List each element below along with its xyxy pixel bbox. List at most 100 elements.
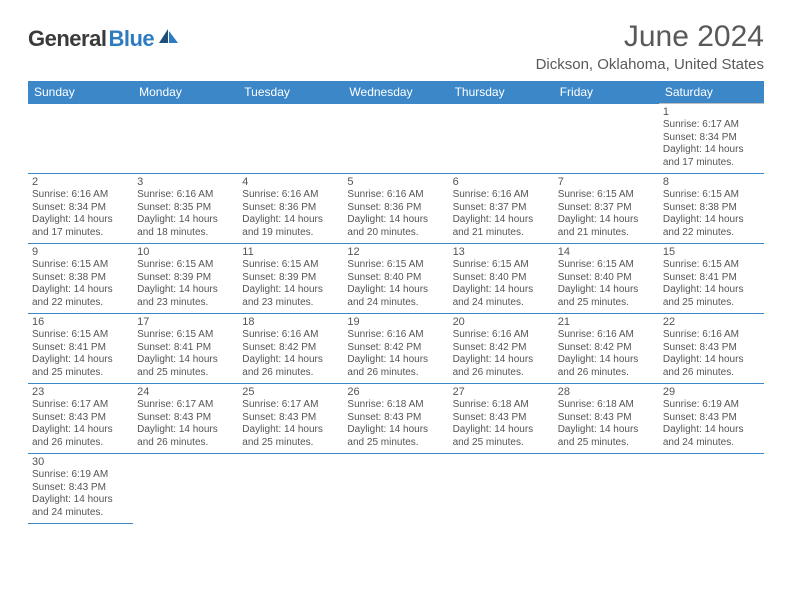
sunrise-text: Sunrise: 6:18 AM — [347, 399, 444, 412]
day-info: Sunrise: 6:16 AMSunset: 8:43 PMDaylight:… — [663, 329, 760, 379]
daylight-text: Daylight: 14 hours and 24 minutes. — [663, 424, 760, 449]
sunrise-text: Sunrise: 6:19 AM — [32, 469, 129, 482]
day-number: 10 — [137, 246, 234, 258]
weekday-header: Friday — [554, 81, 659, 104]
calendar-cell: 22Sunrise: 6:16 AMSunset: 8:43 PMDayligh… — [659, 314, 764, 384]
location-text: Dickson, Oklahoma, United States — [536, 56, 764, 73]
day-number: 24 — [137, 386, 234, 398]
sunrise-text: Sunrise: 6:15 AM — [453, 259, 550, 272]
calendar-cell-empty — [133, 454, 238, 524]
day-info: Sunrise: 6:15 AMSunset: 8:41 PMDaylight:… — [663, 259, 760, 309]
weekday-header: Saturday — [659, 81, 764, 104]
sunset-text: Sunset: 8:43 PM — [663, 342, 760, 355]
calendar-cell: 11Sunrise: 6:15 AMSunset: 8:39 PMDayligh… — [238, 244, 343, 314]
calendar-cell-empty — [343, 454, 448, 524]
day-info: Sunrise: 6:16 AMSunset: 8:36 PMDaylight:… — [242, 189, 339, 239]
sunrise-text: Sunrise: 6:15 AM — [137, 259, 234, 272]
calendar-row: 9Sunrise: 6:15 AMSunset: 8:38 PMDaylight… — [28, 244, 764, 314]
sunrise-text: Sunrise: 6:15 AM — [32, 329, 129, 342]
calendar-cell: 29Sunrise: 6:19 AMSunset: 8:43 PMDayligh… — [659, 384, 764, 454]
daylight-text: Daylight: 14 hours and 17 minutes. — [663, 144, 760, 169]
sunrise-text: Sunrise: 6:15 AM — [558, 259, 655, 272]
calendar-cell: 1Sunrise: 6:17 AMSunset: 8:34 PMDaylight… — [659, 104, 764, 174]
sunset-text: Sunset: 8:40 PM — [347, 272, 444, 285]
daylight-text: Daylight: 14 hours and 26 minutes. — [32, 424, 129, 449]
day-info: Sunrise: 6:15 AMSunset: 8:40 PMDaylight:… — [347, 259, 444, 309]
sunrise-text: Sunrise: 6:18 AM — [558, 399, 655, 412]
day-number: 18 — [242, 316, 339, 328]
calendar-cell: 19Sunrise: 6:16 AMSunset: 8:42 PMDayligh… — [343, 314, 448, 384]
day-info: Sunrise: 6:15 AMSunset: 8:41 PMDaylight:… — [137, 329, 234, 379]
day-number: 17 — [137, 316, 234, 328]
calendar-cell-empty — [449, 454, 554, 524]
sunrise-text: Sunrise: 6:17 AM — [32, 399, 129, 412]
calendar-page: GeneralBlue June 2024 Dickson, Oklahoma,… — [0, 0, 792, 544]
sunrise-text: Sunrise: 6:16 AM — [558, 329, 655, 342]
day-number: 4 — [242, 176, 339, 188]
sunset-text: Sunset: 8:42 PM — [242, 342, 339, 355]
day-number: 26 — [347, 386, 444, 398]
calendar-cell-empty — [28, 104, 133, 174]
calendar-cell: 9Sunrise: 6:15 AMSunset: 8:38 PMDaylight… — [28, 244, 133, 314]
daylight-text: Daylight: 14 hours and 22 minutes. — [663, 214, 760, 239]
day-info: Sunrise: 6:19 AMSunset: 8:43 PMDaylight:… — [663, 399, 760, 449]
calendar-table: SundayMondayTuesdayWednesdayThursdayFrid… — [28, 81, 764, 524]
calendar-cell: 12Sunrise: 6:15 AMSunset: 8:40 PMDayligh… — [343, 244, 448, 314]
sunset-text: Sunset: 8:37 PM — [558, 202, 655, 215]
calendar-cell-empty — [554, 454, 659, 524]
day-info: Sunrise: 6:16 AMSunset: 8:42 PMDaylight:… — [558, 329, 655, 379]
logo: GeneralBlue — [28, 26, 180, 52]
day-number: 11 — [242, 246, 339, 258]
calendar-row: 23Sunrise: 6:17 AMSunset: 8:43 PMDayligh… — [28, 384, 764, 454]
calendar-cell: 14Sunrise: 6:15 AMSunset: 8:40 PMDayligh… — [554, 244, 659, 314]
calendar-cell: 20Sunrise: 6:16 AMSunset: 8:42 PMDayligh… — [449, 314, 554, 384]
day-info: Sunrise: 6:16 AMSunset: 8:42 PMDaylight:… — [347, 329, 444, 379]
calendar-cell: 4Sunrise: 6:16 AMSunset: 8:36 PMDaylight… — [238, 174, 343, 244]
calendar-cell: 30Sunrise: 6:19 AMSunset: 8:43 PMDayligh… — [28, 454, 133, 524]
daylight-text: Daylight: 14 hours and 20 minutes. — [347, 214, 444, 239]
day-info: Sunrise: 6:19 AMSunset: 8:43 PMDaylight:… — [32, 469, 129, 519]
day-number: 3 — [137, 176, 234, 188]
calendar-row: 2Sunrise: 6:16 AMSunset: 8:34 PMDaylight… — [28, 174, 764, 244]
sunrise-text: Sunrise: 6:16 AM — [453, 329, 550, 342]
day-info: Sunrise: 6:16 AMSunset: 8:36 PMDaylight:… — [347, 189, 444, 239]
calendar-cell-empty — [343, 104, 448, 174]
daylight-text: Daylight: 14 hours and 25 minutes. — [453, 424, 550, 449]
sunrise-text: Sunrise: 6:15 AM — [663, 259, 760, 272]
calendar-cell: 5Sunrise: 6:16 AMSunset: 8:36 PMDaylight… — [343, 174, 448, 244]
page-header: GeneralBlue June 2024 Dickson, Oklahoma,… — [28, 20, 764, 73]
day-number: 13 — [453, 246, 550, 258]
calendar-cell: 27Sunrise: 6:18 AMSunset: 8:43 PMDayligh… — [449, 384, 554, 454]
calendar-cell: 23Sunrise: 6:17 AMSunset: 8:43 PMDayligh… — [28, 384, 133, 454]
calendar-cell: 17Sunrise: 6:15 AMSunset: 8:41 PMDayligh… — [133, 314, 238, 384]
logo-text-blue: Blue — [108, 26, 154, 52]
sunset-text: Sunset: 8:43 PM — [453, 412, 550, 425]
day-info: Sunrise: 6:16 AMSunset: 8:42 PMDaylight:… — [242, 329, 339, 379]
sunset-text: Sunset: 8:43 PM — [347, 412, 444, 425]
sunset-text: Sunset: 8:43 PM — [32, 412, 129, 425]
day-number: 27 — [453, 386, 550, 398]
sunrise-text: Sunrise: 6:15 AM — [663, 189, 760, 202]
day-info: Sunrise: 6:15 AMSunset: 8:39 PMDaylight:… — [137, 259, 234, 309]
daylight-text: Daylight: 14 hours and 18 minutes. — [137, 214, 234, 239]
day-info: Sunrise: 6:17 AMSunset: 8:43 PMDaylight:… — [32, 399, 129, 449]
day-info: Sunrise: 6:16 AMSunset: 8:35 PMDaylight:… — [137, 189, 234, 239]
calendar-cell: 26Sunrise: 6:18 AMSunset: 8:43 PMDayligh… — [343, 384, 448, 454]
day-info: Sunrise: 6:16 AMSunset: 8:37 PMDaylight:… — [453, 189, 550, 239]
day-number: 16 — [32, 316, 129, 328]
daylight-text: Daylight: 14 hours and 25 minutes. — [32, 354, 129, 379]
day-number: 8 — [663, 176, 760, 188]
page-title: June 2024 — [536, 20, 764, 54]
sunset-text: Sunset: 8:36 PM — [347, 202, 444, 215]
day-info: Sunrise: 6:18 AMSunset: 8:43 PMDaylight:… — [453, 399, 550, 449]
calendar-cell: 24Sunrise: 6:17 AMSunset: 8:43 PMDayligh… — [133, 384, 238, 454]
daylight-text: Daylight: 14 hours and 25 minutes. — [242, 424, 339, 449]
calendar-cell: 18Sunrise: 6:16 AMSunset: 8:42 PMDayligh… — [238, 314, 343, 384]
day-number: 29 — [663, 386, 760, 398]
calendar-cell-empty — [554, 104, 659, 174]
day-info: Sunrise: 6:15 AMSunset: 8:40 PMDaylight:… — [558, 259, 655, 309]
day-info: Sunrise: 6:17 AMSunset: 8:43 PMDaylight:… — [242, 399, 339, 449]
sunrise-text: Sunrise: 6:15 AM — [347, 259, 444, 272]
calendar-cell: 6Sunrise: 6:16 AMSunset: 8:37 PMDaylight… — [449, 174, 554, 244]
calendar-cell-empty — [449, 104, 554, 174]
